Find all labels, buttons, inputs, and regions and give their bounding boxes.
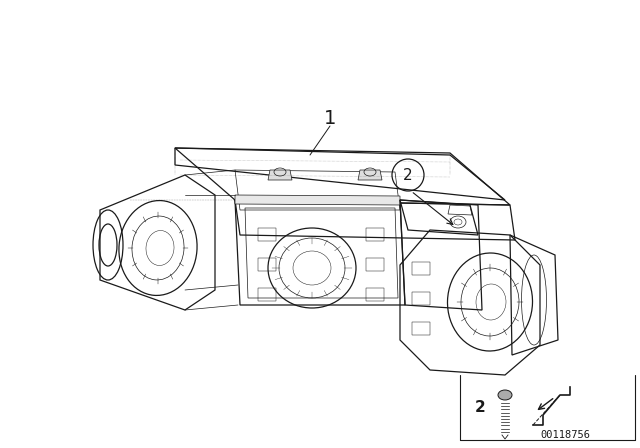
Text: 00118756: 00118756 bbox=[540, 430, 590, 440]
Text: 2: 2 bbox=[403, 168, 413, 182]
Text: 1: 1 bbox=[324, 108, 336, 128]
Text: 2: 2 bbox=[475, 400, 485, 414]
Polygon shape bbox=[358, 170, 382, 180]
Ellipse shape bbox=[498, 390, 512, 400]
Polygon shape bbox=[235, 195, 400, 205]
Polygon shape bbox=[268, 170, 292, 180]
